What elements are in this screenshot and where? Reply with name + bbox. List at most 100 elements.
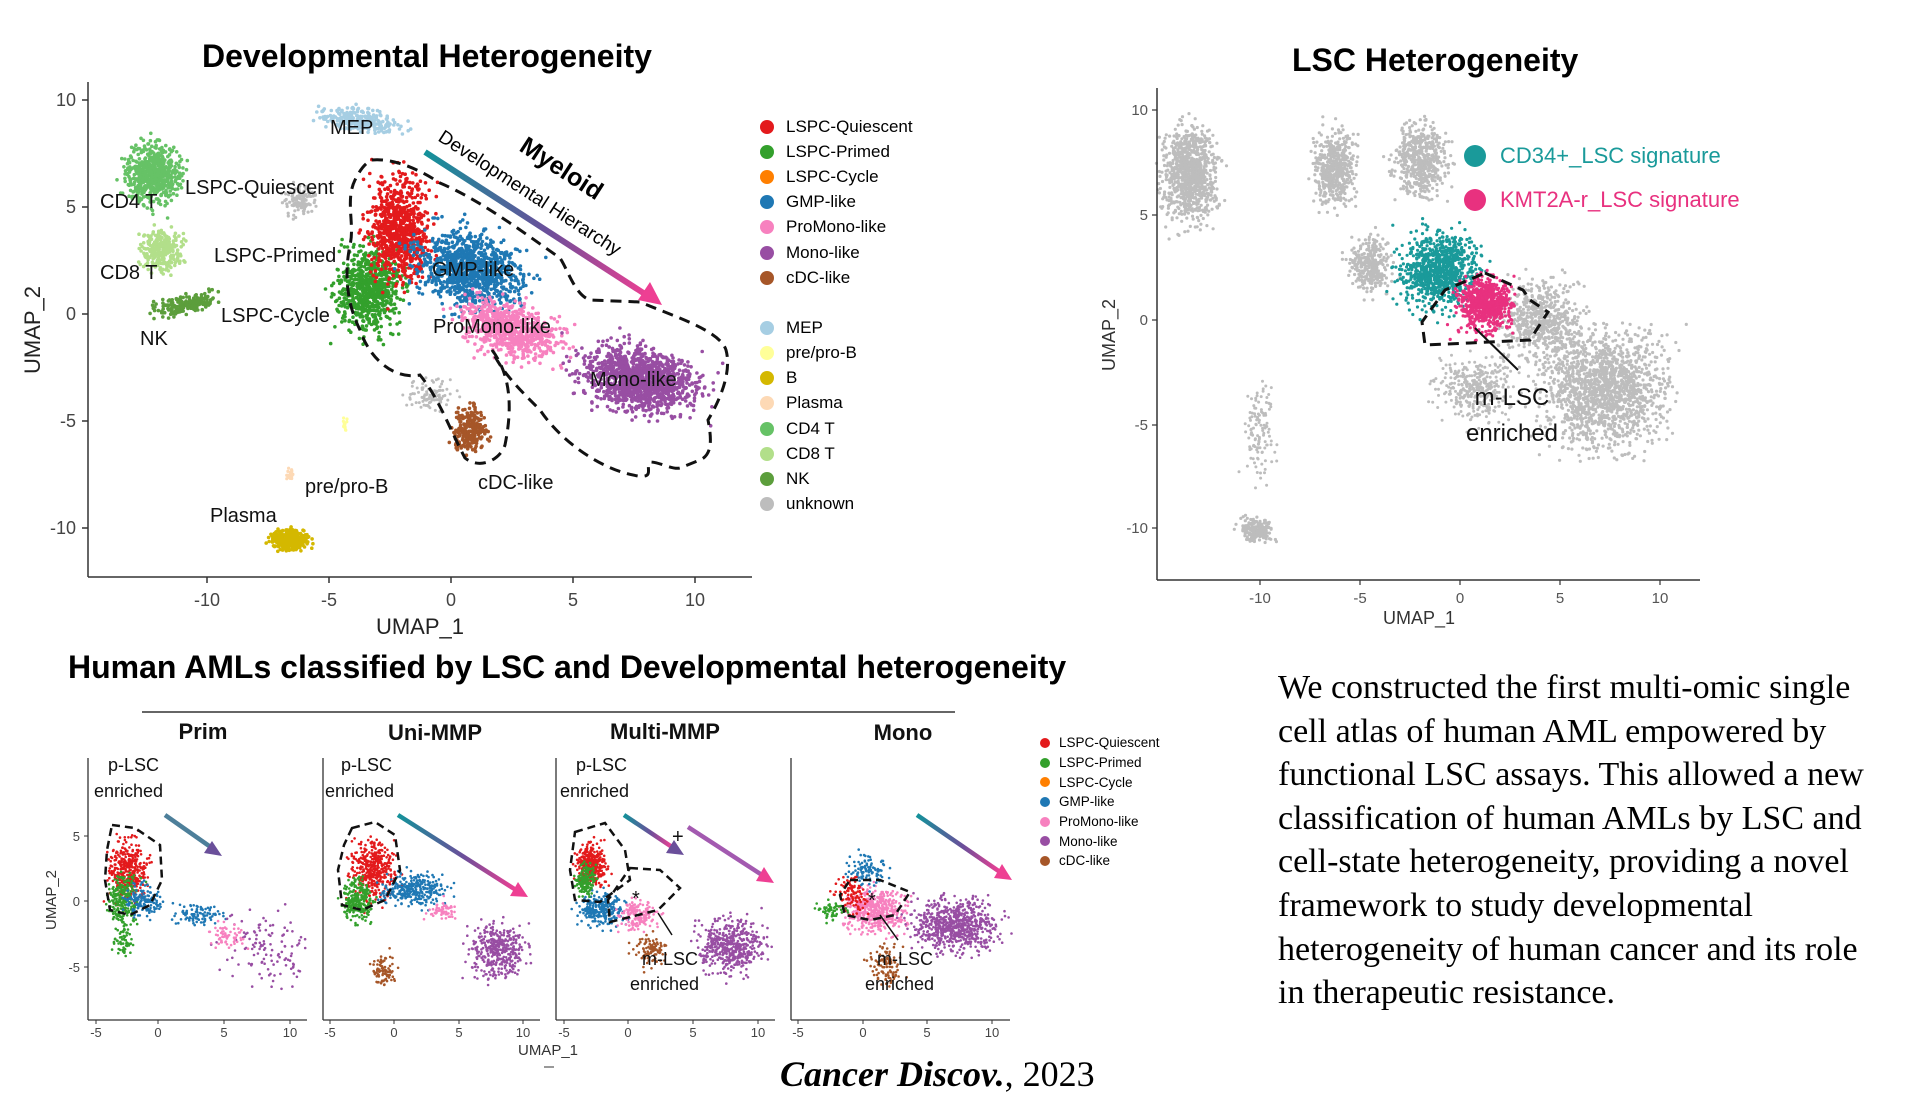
subpanel-title-mono: Mono — [874, 720, 933, 745]
legend-label: LSPC-Primed — [1059, 755, 1142, 770]
subpanel-title-multimmp: Multi-MMP — [610, 719, 720, 744]
legend-color-dot — [760, 120, 774, 134]
panel-c-xtick: 5 — [220, 1025, 227, 1040]
unimmp-plsc-note: enriched — [325, 781, 394, 801]
panel-a-legend-item: GMP-like — [760, 190, 913, 215]
mono-mlsc-note: enriched — [865, 974, 934, 994]
cluster-label-mep: MEP — [330, 117, 373, 139]
legend-label: NK — [786, 469, 810, 489]
panel-c-xtick: 10 — [516, 1025, 530, 1040]
legend-color-dot — [1040, 797, 1050, 807]
legend-color-dot — [1040, 856, 1050, 866]
panel-a-xtick: 5 — [568, 590, 578, 610]
multimmp-arrow-2 — [688, 827, 762, 875]
legend-color-dot — [760, 195, 774, 209]
panel-c-ytick: -5 — [68, 960, 80, 975]
legend-color-dot — [1040, 836, 1050, 846]
panel-c-xtick: 0 — [624, 1025, 631, 1040]
panel-c-legend-item: cDC-like — [1040, 851, 1160, 871]
panel-b-annotation: m-LSC — [1475, 384, 1550, 411]
panel-b-xtick: 5 — [1556, 590, 1564, 607]
cluster-label-cdc: cDC-like — [478, 472, 554, 494]
legend-color-dot — [760, 422, 774, 436]
legend-label: LSPC-Cycle — [1059, 775, 1133, 790]
panel-c-ytick: 0 — [73, 894, 80, 909]
legend-color-dot — [760, 246, 774, 260]
panel-c-ylabel: UMAP_2 — [43, 870, 60, 930]
panel-a-legend-item: CD4 T — [760, 416, 913, 441]
legend-label: LSPC-Primed — [786, 142, 890, 162]
legend-label: ProMono-like — [786, 217, 886, 237]
legend-color-dot — [760, 145, 774, 159]
unimmp-plsc-note: p-LSC — [341, 755, 392, 775]
cluster-label-cd4: CD4 T — [100, 191, 157, 213]
panel-a-legend-item: LSPC-Quiescent — [760, 114, 913, 139]
legend-label: Mono-like — [786, 243, 860, 263]
prim-plsc-note: enriched — [94, 781, 163, 801]
panel-c-xtick: -5 — [558, 1025, 570, 1040]
panel-c-xtick: 10 — [751, 1025, 765, 1040]
multimmp-mlsc-note: enriched — [630, 974, 699, 994]
prim-arrow — [165, 815, 212, 848]
subpanel-title-unimmp: Uni-MMP — [388, 720, 482, 745]
panel-c-xtick: -5 — [90, 1025, 102, 1040]
panel-c-xtick: 5 — [689, 1025, 696, 1040]
legend-color-dot — [760, 346, 774, 360]
panel-a-legend-item: LSPC-Primed — [760, 139, 913, 164]
panel-c-xtick: -5 — [324, 1025, 336, 1040]
panel-c-xtick: 10 — [985, 1025, 999, 1040]
citation-journal: Cancer Discov. — [780, 1054, 1005, 1094]
legend-color-dot — [760, 472, 774, 486]
panel-a-legend-item: pre/pro-B — [760, 341, 913, 366]
legend-color-dot — [760, 271, 774, 285]
panel-a-ytick: -5 — [60, 411, 76, 431]
panel-a-legend-item: unknown — [760, 492, 913, 517]
panel-c-xtick: 5 — [923, 1025, 930, 1040]
legend-label: Plasma — [786, 393, 843, 413]
legend-color-dot — [1040, 777, 1050, 787]
cluster-label-nk: NK — [140, 328, 168, 350]
panel-c-legend: LSPC-Quiescent LSPC-Primed LSPC-Cycle GMP-l… — [1040, 733, 1160, 871]
panel-a-xtick: -10 — [194, 590, 220, 610]
legend-label: ProMono-like — [1059, 814, 1139, 829]
panel-b-ylabel: UMAP_2 — [1099, 299, 1120, 371]
multimmp-star: * — [632, 888, 640, 910]
mono-mlsc-note: m-LSC — [877, 949, 933, 969]
legend-label: CD8 T — [786, 444, 835, 464]
panel-a-legend-item: NK — [760, 466, 913, 491]
panel-b-title: LSC Heterogeneity — [1292, 42, 1578, 79]
legend-label: LSPC-Quiescent — [786, 117, 913, 137]
legend-label: LSPC-Cycle — [786, 167, 879, 187]
cluster-label-lspcp: LSPC-Primed — [214, 245, 336, 267]
summary-paragraph: We constructed the first multi-omic sing… — [1278, 666, 1878, 1015]
panel-a-legend: LSPC-Quiescent LSPC-Primed LSPC-Cycle GMP-l… — [760, 114, 913, 517]
cluster-label-cd8: CD8 T — [100, 262, 157, 284]
multimmp-plsc-note: p-LSC — [576, 755, 627, 775]
panel-b-ytick: 0 — [1140, 312, 1148, 329]
panel-b-ytick: 5 — [1140, 207, 1148, 224]
panel-b-ytick: -10 — [1126, 520, 1148, 537]
panel-a-xtick: 0 — [446, 590, 456, 610]
panel-c-legend-item: LSPC-Quiescent — [1040, 733, 1160, 753]
panel-b-ytick: -5 — [1135, 417, 1148, 434]
panel-b-xtick: 10 — [1652, 590, 1669, 607]
legend-label: unknown — [786, 494, 854, 514]
panel-a-legend-item: CD8 T — [760, 441, 913, 466]
cluster-label-mono: Mono-like — [590, 369, 677, 391]
multimmp-mlsc-note: m-LSC — [642, 949, 698, 969]
mono-arrow — [917, 815, 1000, 872]
panel-b-xtick: -10 — [1249, 590, 1271, 607]
legend-color-dot — [760, 321, 774, 335]
panel-b-signature-item: CD34+_LSC signature — [1464, 134, 1740, 178]
legend-color-dot — [760, 170, 774, 184]
panel-b-xlabel: UMAP_1 — [1383, 608, 1455, 629]
panel-c-xtick: 5 — [455, 1025, 462, 1040]
cluster-label-promono: ProMono-like — [433, 316, 551, 338]
legend-label: GMP-like — [1059, 794, 1115, 809]
cluster-label-lspcc: LSPC-Cycle — [221, 305, 330, 327]
legend-color-dot — [760, 371, 774, 385]
cluster-label-plasma: Plasma — [210, 505, 278, 527]
panel-c-xtick: 10 — [283, 1025, 297, 1040]
panel-a-legend-item: ProMono-like — [760, 215, 913, 240]
multimmp-plsc-note: enriched — [560, 781, 629, 801]
